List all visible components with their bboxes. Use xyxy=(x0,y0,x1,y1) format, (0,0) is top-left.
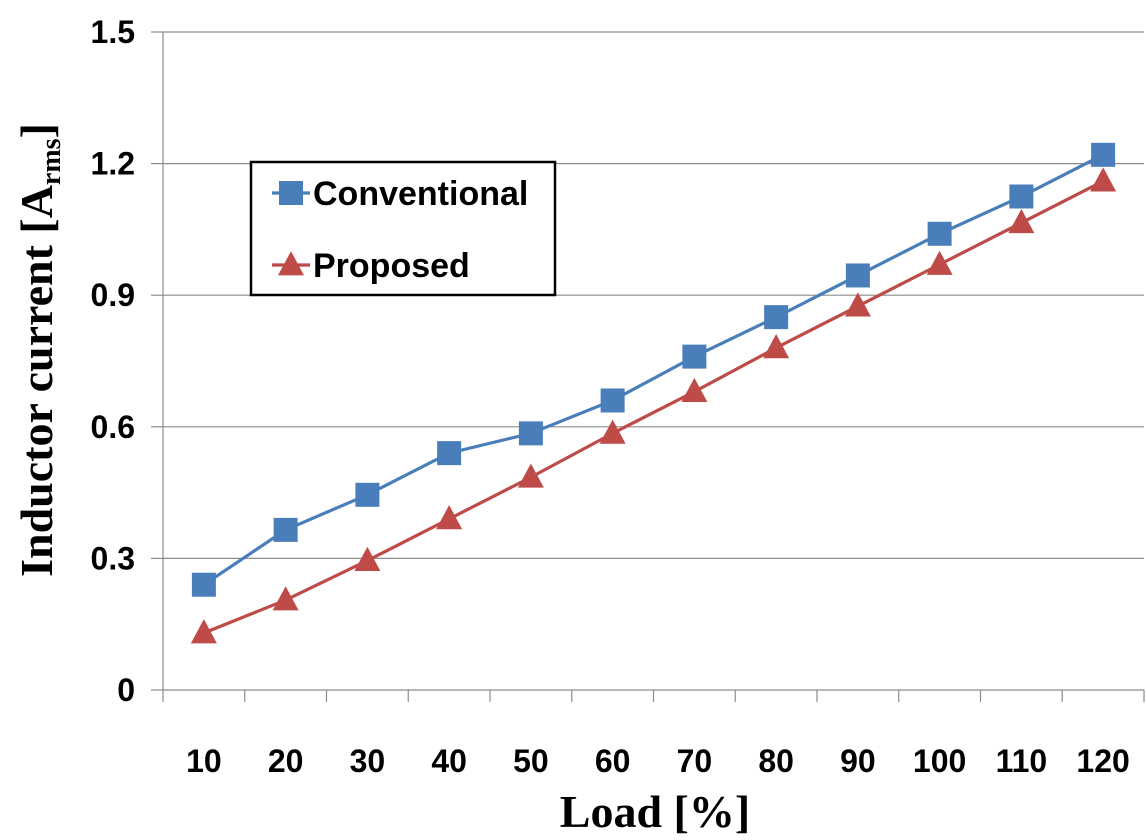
x-tick-label-70: 70 xyxy=(677,743,713,779)
x-tick-label-100: 100 xyxy=(913,743,966,779)
x-tick-label-30: 30 xyxy=(350,743,386,779)
point-conventional-90 xyxy=(845,263,870,288)
legend: Conventional Proposed xyxy=(249,160,557,297)
point-proposed-60 xyxy=(599,419,626,444)
point-conventional-120 xyxy=(1091,142,1116,167)
point-conventional-20 xyxy=(273,517,298,542)
y-axis-title: Inductor current [Arms] xyxy=(11,123,67,577)
point-conventional-10 xyxy=(191,572,216,597)
x-axis-title: Load [%] xyxy=(560,786,750,837)
point-proposed-110 xyxy=(1008,209,1035,234)
point-proposed-10 xyxy=(190,619,217,644)
point-proposed-80 xyxy=(763,334,790,359)
y-tick-label-4: 1.2 xyxy=(91,146,135,182)
x-tick-label-40: 40 xyxy=(431,743,467,779)
point-conventional-40 xyxy=(437,441,462,466)
legend-marker-conventional xyxy=(279,181,303,205)
point-conventional-80 xyxy=(764,305,789,330)
point-conventional-110 xyxy=(1009,184,1034,209)
y-axis-title-main: Inductor current [A xyxy=(11,185,62,577)
x-tick-label-10: 10 xyxy=(186,743,222,779)
point-proposed-40 xyxy=(436,505,463,530)
point-conventional-100 xyxy=(927,221,952,246)
legend-marker-proposed xyxy=(278,251,304,276)
point-proposed-90 xyxy=(844,292,871,317)
series-line-proposed xyxy=(203,179,1104,635)
axes xyxy=(151,31,1145,702)
legend-item-proposed: Proposed xyxy=(272,247,470,285)
point-proposed-120 xyxy=(1090,167,1117,192)
y-tick-label-1: 0.3 xyxy=(91,540,135,576)
y-axis-title-close: ] xyxy=(11,123,62,138)
series-proposed xyxy=(190,167,1117,644)
y-tick-label-5: 1.5 xyxy=(91,14,135,50)
x-tick-label-60: 60 xyxy=(595,743,631,779)
x-tick-label-50: 50 xyxy=(513,743,549,779)
x-tick-label-90: 90 xyxy=(840,743,876,779)
x-tick-label-80: 80 xyxy=(758,743,794,779)
x-tick-label-120: 120 xyxy=(1076,743,1129,779)
x-tick-label-20: 20 xyxy=(268,743,304,779)
point-conventional-70 xyxy=(682,344,707,369)
legend-label-proposed: Proposed xyxy=(313,247,470,285)
x-tick-labels: 10 20 30 40 50 60 70 80 90 100 110 120 xyxy=(186,743,1130,779)
legend-item-conventional: Conventional xyxy=(272,175,528,213)
point-proposed-30 xyxy=(354,546,381,571)
series-group xyxy=(190,142,1117,644)
point-proposed-100 xyxy=(926,250,953,275)
series-conventional xyxy=(191,142,1116,597)
legend-label-conventional: Conventional xyxy=(313,175,528,213)
y-tick-label-0: 0 xyxy=(117,672,135,708)
point-conventional-30 xyxy=(355,482,380,507)
point-proposed-70 xyxy=(681,377,708,403)
point-proposed-20 xyxy=(272,586,299,611)
y-tick-label-2: 0.6 xyxy=(91,409,135,445)
x-tick-label-110: 110 xyxy=(996,743,1048,779)
point-proposed-50 xyxy=(517,463,544,488)
y-tick-label-3: 0.9 xyxy=(91,277,135,313)
y-tick-labels: 0 0.3 0.6 0.9 1.2 1.5 xyxy=(91,14,135,708)
point-conventional-60 xyxy=(600,388,625,413)
series-line-conventional xyxy=(202,153,1104,587)
point-conventional-50 xyxy=(518,421,543,446)
y-axis-title-subscript: rms xyxy=(36,138,67,185)
